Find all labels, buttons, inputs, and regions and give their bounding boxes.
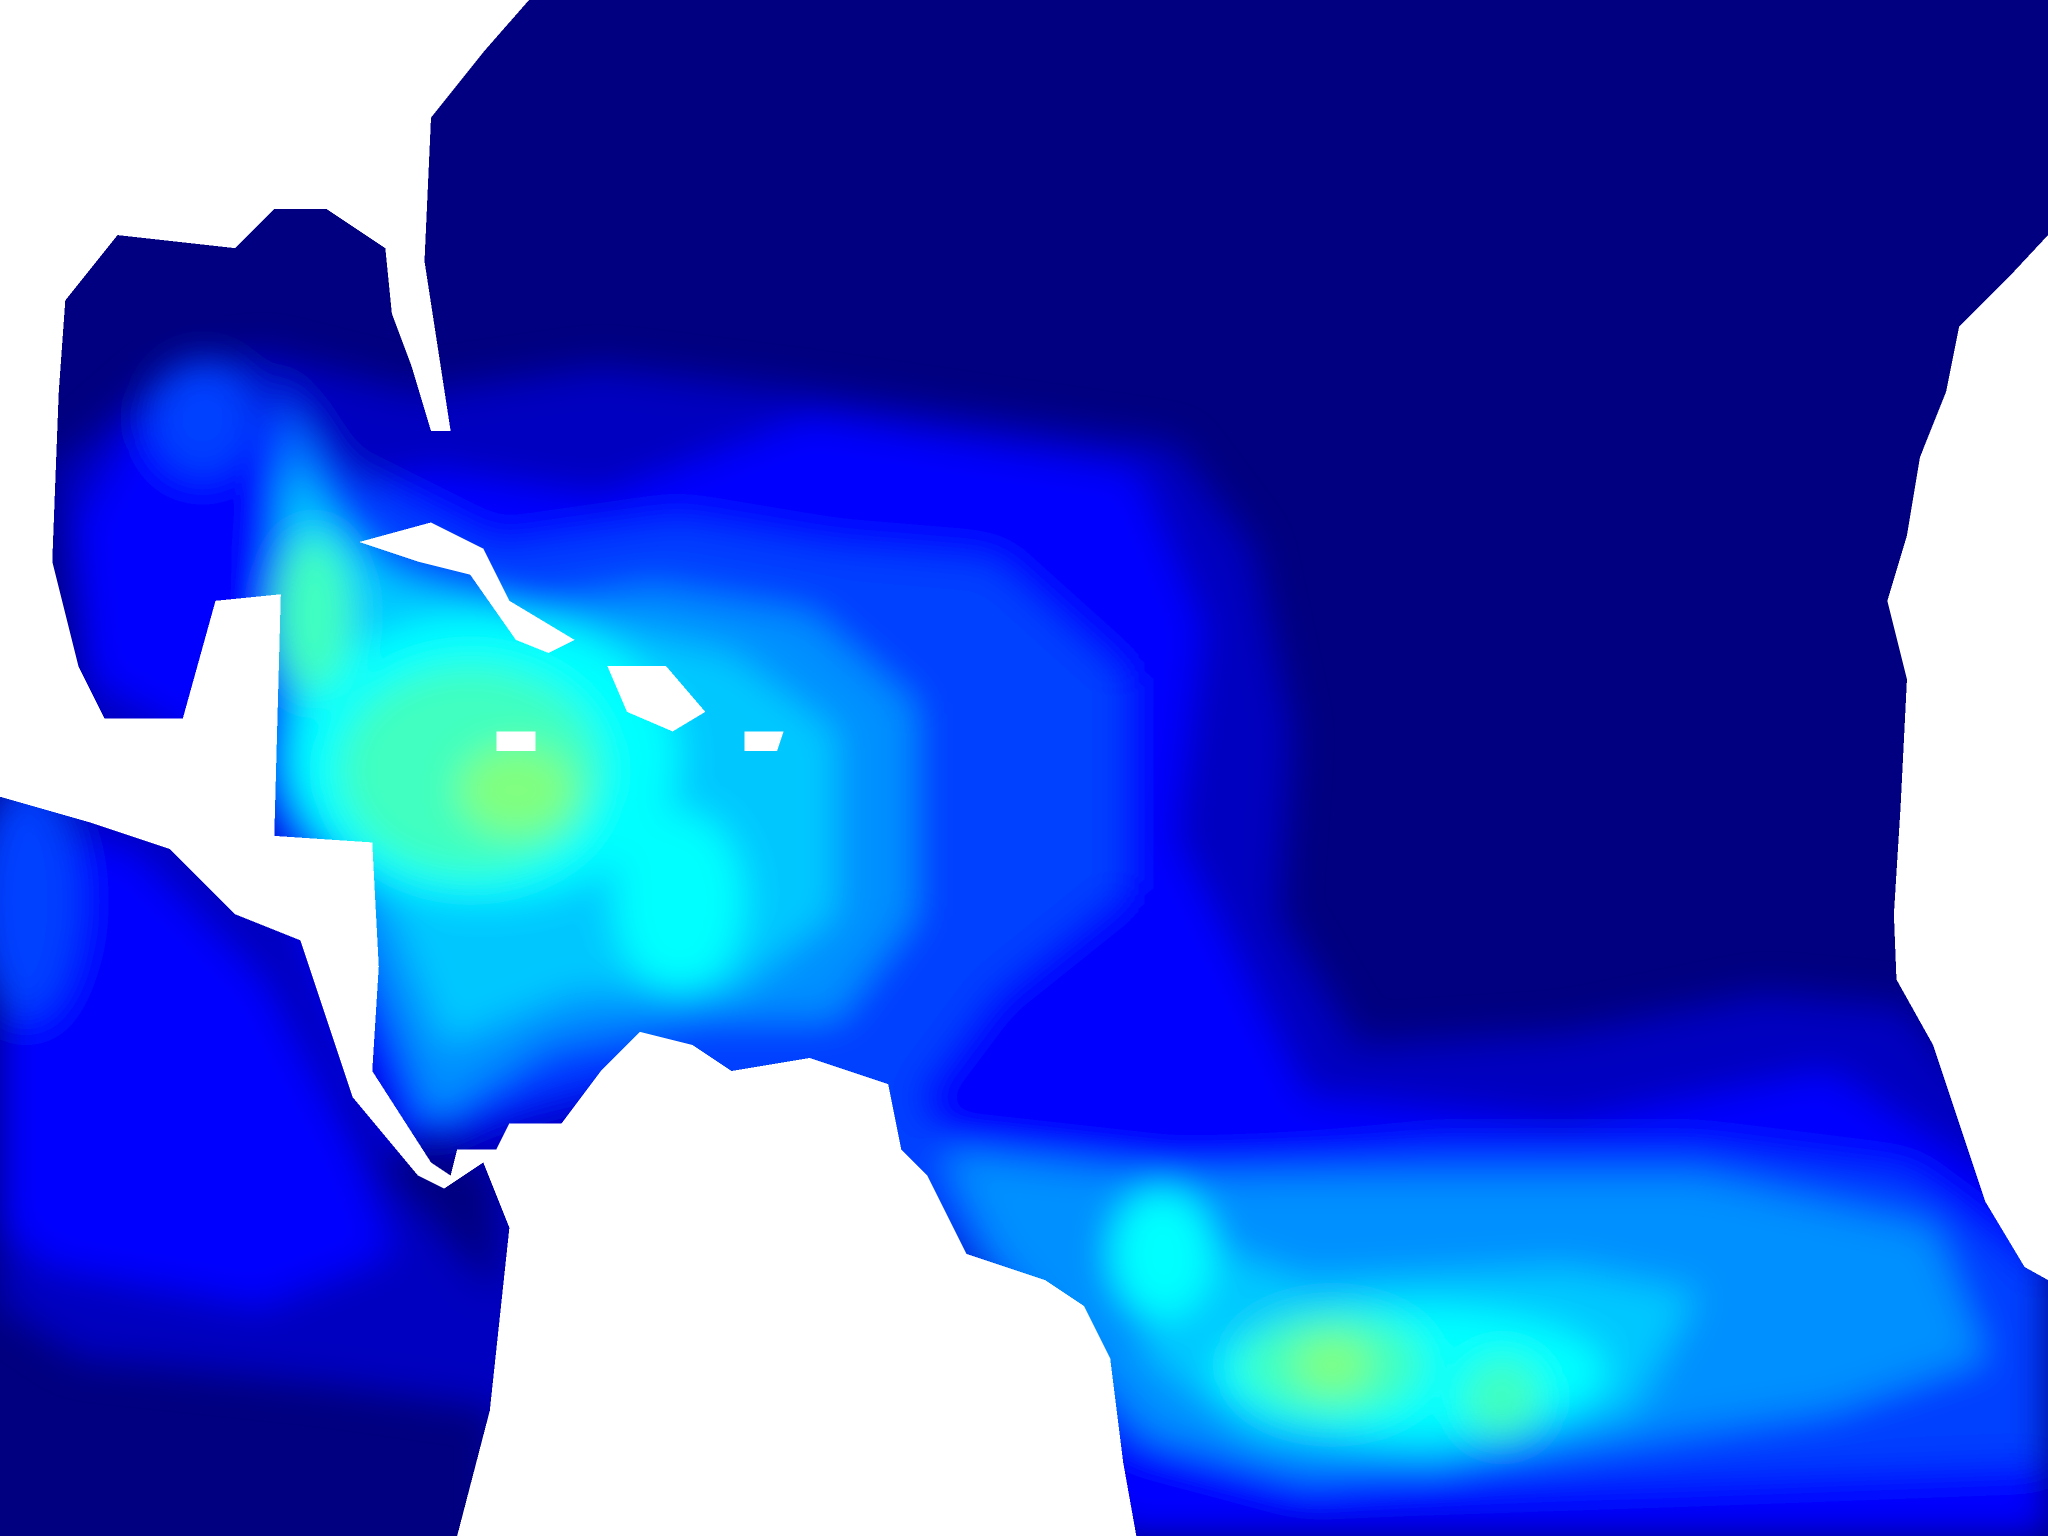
field-level-3-blob	[150, 359, 255, 477]
land-east	[1887, 235, 2048, 1280]
land-inner-2	[607, 666, 706, 732]
field-level-6-blob	[1110, 1188, 1215, 1320]
field-level-3-blob	[0, 783, 79, 1019]
field-layers	[0, 352, 2048, 1536]
field-level-8-blob	[457, 744, 575, 836]
field-level-7-blob	[1462, 1358, 1542, 1437]
field-level-7-blob	[274, 535, 353, 693]
field-level-2b	[0, 822, 392, 1307]
land-inner-1	[359, 522, 575, 654]
field-level-6-blob	[613, 809, 745, 993]
field-level-8-blob	[1293, 1336, 1372, 1394]
land-inner-4	[744, 731, 784, 752]
land-inner-3	[496, 731, 536, 752]
land-north-west	[0, 0, 1137, 1536]
